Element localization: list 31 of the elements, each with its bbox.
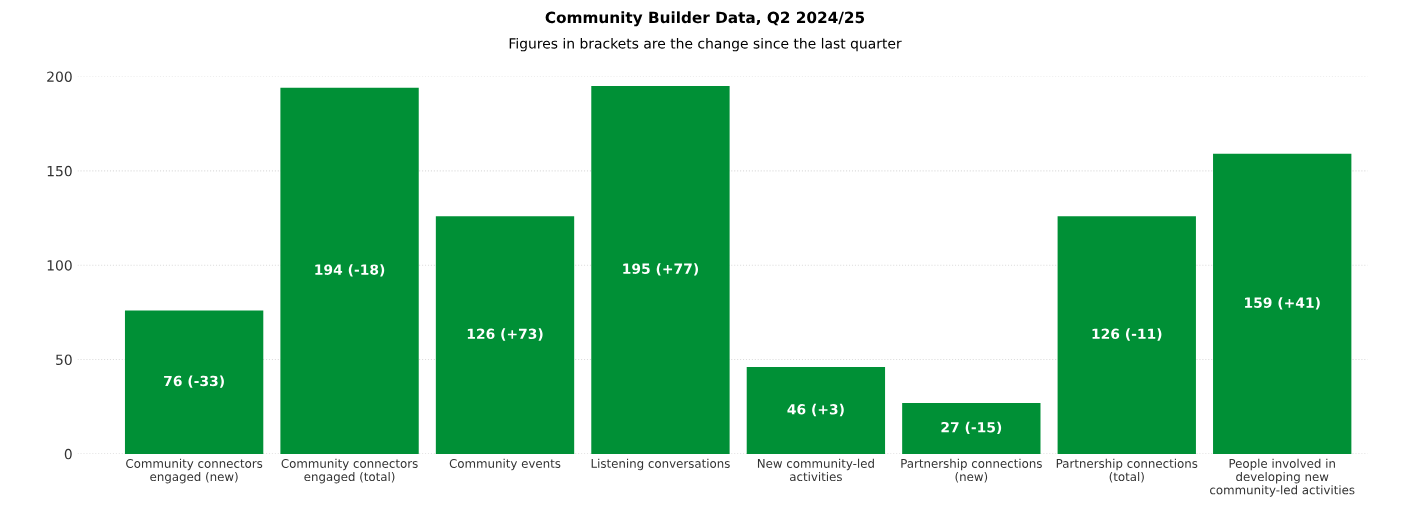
y-tick-label: 100 xyxy=(47,260,72,271)
data-label: 46 (+3) xyxy=(787,403,844,417)
y-tick-label: 150 xyxy=(47,165,72,177)
bar xyxy=(124,310,264,454)
x-tick-label: Listening conversations xyxy=(591,458,730,471)
data-label: 27 (-15) xyxy=(941,421,1002,435)
x-tick-label: Community events xyxy=(449,458,561,471)
data-label: 195 (+77) xyxy=(623,263,698,276)
y-tick-label: 0 xyxy=(64,448,72,460)
x-tick-label: People involved in developing new community-led activities xyxy=(1210,458,1355,497)
chart-subtitle: Figures in brackets are the change since the last quarter xyxy=(509,37,902,52)
bar xyxy=(746,367,886,454)
data-label: 194 (-18) xyxy=(315,264,385,277)
bar xyxy=(1057,216,1196,454)
data-label: 159 (+41) xyxy=(1245,297,1320,310)
x-tick-label: Community connectors engaged (total) xyxy=(281,458,418,484)
x-tick-label: Community connectors engaged (new) xyxy=(126,458,263,484)
bar xyxy=(1213,153,1352,454)
bar xyxy=(591,85,730,454)
data-label: 76 (-33) xyxy=(164,375,224,388)
x-tick-label: Partnership connections (total) xyxy=(1056,458,1198,483)
x-tick-label: New community-led activities xyxy=(757,458,874,482)
chart-title: Community Builder Data, Q2 2024/25 xyxy=(545,11,865,27)
bar xyxy=(280,87,419,454)
data-label: 126 (-11) xyxy=(1092,328,1162,341)
y-tick-label: 200 xyxy=(47,71,72,82)
x-tick-label: Partnership connections (new) xyxy=(901,458,1042,483)
bar xyxy=(902,402,1041,454)
y-tick-label: 50 xyxy=(56,354,72,366)
bar xyxy=(435,216,575,454)
data-label: 126 (+73) xyxy=(467,328,543,341)
